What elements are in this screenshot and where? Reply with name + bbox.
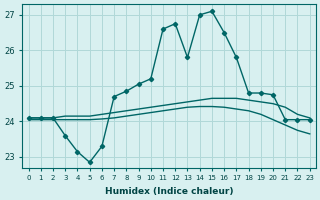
X-axis label: Humidex (Indice chaleur): Humidex (Indice chaleur)	[105, 187, 233, 196]
